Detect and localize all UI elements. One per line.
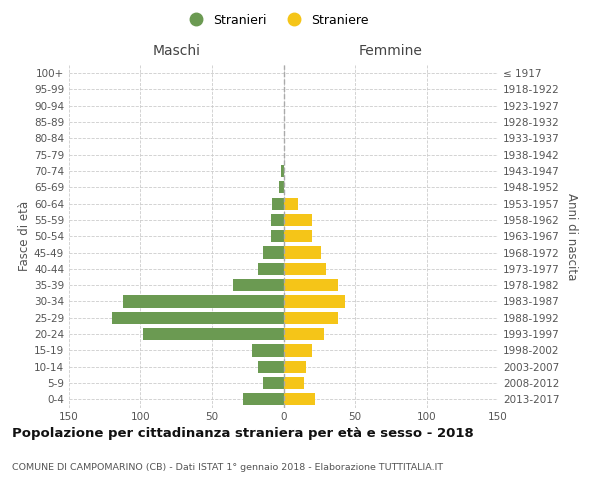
Bar [284, 246, 320, 258]
Bar [284, 230, 312, 242]
Legend: Stranieri, Straniere: Stranieri, Straniere [178, 8, 374, 32]
Bar [284, 296, 345, 308]
Bar [284, 377, 304, 389]
Bar [284, 328, 323, 340]
Bar [284, 360, 307, 373]
Bar [284, 198, 298, 209]
Bar [112, 312, 284, 324]
Bar [258, 360, 284, 373]
Bar [244, 393, 284, 406]
Bar [279, 181, 284, 194]
Bar [252, 344, 284, 356]
Bar [284, 263, 326, 275]
Bar [233, 279, 284, 291]
Bar [284, 214, 312, 226]
Bar [143, 328, 284, 340]
Bar [272, 198, 284, 209]
Bar [271, 214, 284, 226]
Bar [281, 165, 284, 177]
Text: COMUNE DI CAMPOMARINO (CB) - Dati ISTAT 1° gennaio 2018 - Elaborazione TUTTITALI: COMUNE DI CAMPOMARINO (CB) - Dati ISTAT … [12, 462, 443, 471]
Bar [284, 344, 312, 356]
Bar [271, 230, 284, 242]
Bar [284, 312, 338, 324]
Text: Maschi: Maschi [152, 44, 200, 58]
Bar [263, 246, 284, 258]
Bar [263, 377, 284, 389]
Text: Popolazione per cittadinanza straniera per età e sesso - 2018: Popolazione per cittadinanza straniera p… [12, 428, 474, 440]
Bar [124, 296, 284, 308]
Text: Femmine: Femmine [359, 44, 422, 58]
Bar [258, 263, 284, 275]
Bar [284, 393, 315, 406]
Y-axis label: Fasce di età: Fasce di età [18, 201, 31, 272]
Y-axis label: Anni di nascita: Anni di nascita [565, 192, 578, 280]
Bar [284, 279, 338, 291]
